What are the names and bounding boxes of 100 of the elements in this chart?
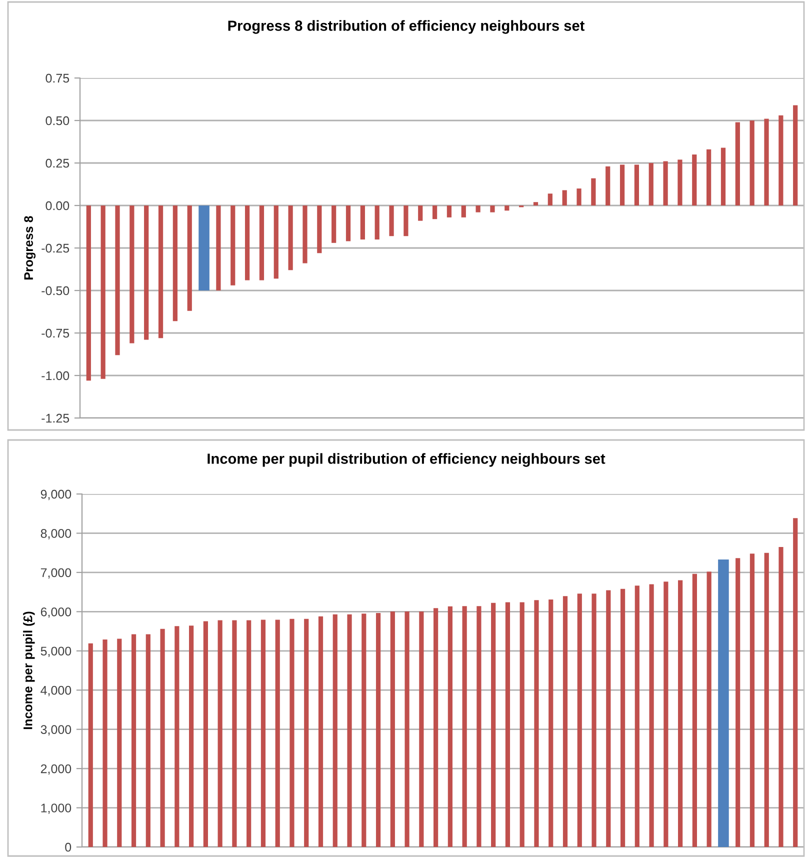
bar: [592, 594, 596, 847]
bar: [750, 554, 755, 847]
y-tick-label: 9,000: [40, 490, 72, 500]
bar: [533, 202, 538, 206]
bar: [735, 122, 740, 206]
bar: [434, 608, 438, 847]
bar: [347, 614, 352, 847]
bar: [187, 206, 192, 311]
y-tick-label: 2,000: [40, 764, 72, 775]
bar: [663, 161, 668, 206]
bar: [634, 586, 640, 847]
bar: [576, 188, 582, 206]
bar: [244, 206, 250, 280]
y-tick-label: 0.25: [46, 158, 70, 168]
bar: [446, 206, 452, 218]
bar: [750, 120, 754, 206]
bar: [86, 206, 91, 381]
y-tick-label: 3,000: [40, 725, 72, 736]
bar: [404, 611, 410, 847]
bar: [246, 620, 252, 847]
bar: [649, 584, 654, 847]
bar: [418, 206, 423, 221]
bar: [706, 149, 712, 206]
bar: [216, 206, 221, 290]
y-tick-label: 0: [65, 842, 72, 852]
y-tick-label: -0.50: [42, 286, 70, 296]
y-tick-label: 4,000: [40, 686, 72, 696]
bar: [232, 620, 237, 847]
chart-title: Income per pupil distribution of efficiency neighbours set: [208, 453, 606, 467]
y-axis-title: Income per pupil (£): [23, 612, 35, 730]
bar: [332, 614, 338, 847]
bar: [360, 206, 365, 240]
bar: [692, 154, 697, 206]
bar: [332, 206, 336, 243]
bar: [461, 206, 466, 218]
bar: [376, 613, 381, 847]
bar: [158, 206, 164, 338]
bar: [260, 620, 266, 847]
bar: [390, 611, 395, 847]
y-tick-label: 0.75: [46, 74, 70, 83]
bar: [130, 206, 134, 344]
bar: [160, 628, 165, 847]
bar: [778, 115, 784, 206]
bar: [404, 206, 408, 236]
bar: [304, 618, 309, 847]
bar: [720, 148, 726, 206]
bar: [692, 574, 697, 847]
bar: [389, 206, 394, 236]
bar: [100, 206, 106, 379]
bar: [131, 634, 136, 847]
bar: [448, 606, 452, 847]
bar: [288, 206, 293, 270]
bar: [678, 160, 682, 206]
bar: [548, 600, 554, 847]
bar: [432, 206, 438, 220]
bar: [117, 638, 122, 847]
y-tick-label: -0.25: [42, 244, 70, 253]
y-tick-label: 6,000: [40, 607, 72, 618]
bar: [88, 643, 93, 847]
bar: [793, 105, 798, 206]
bar: [290, 618, 294, 847]
bar: [218, 620, 222, 847]
bar: [146, 634, 150, 847]
bar: [144, 206, 149, 340]
bar: [476, 606, 482, 847]
y-tick-label: 7,000: [40, 568, 72, 579]
bar: [678, 580, 683, 847]
bar: [664, 582, 668, 847]
bar: [490, 206, 495, 212]
bar: [115, 206, 120, 356]
bar: [275, 620, 280, 847]
bar: [374, 206, 380, 240]
bar: [346, 206, 351, 242]
y-tick-label: -1.00: [42, 371, 70, 380]
bar: [230, 206, 236, 286]
bar: [764, 118, 769, 206]
bar: [172, 206, 178, 322]
bar: [419, 611, 424, 847]
bar: [317, 206, 322, 254]
bar: [274, 206, 278, 279]
bar: [591, 178, 596, 206]
bar: [764, 552, 769, 847]
y-tick-label: 5,000: [40, 646, 72, 658]
bar: [606, 590, 611, 847]
bar: [362, 614, 366, 847]
chart-title: Progress 8 distribution of efficiency neighbours set: [228, 20, 585, 34]
bar: [606, 166, 610, 206]
y-tick-label: 8,000: [40, 529, 72, 540]
bar: [318, 616, 324, 847]
bar: [736, 558, 740, 847]
y-tick-label: -0.75: [42, 328, 70, 338]
bar: [189, 626, 194, 847]
y-tick-label: -1.25: [42, 414, 70, 423]
bar: [562, 596, 568, 847]
bar: [620, 164, 625, 206]
bar: [174, 626, 180, 847]
bar: [562, 190, 567, 206]
y-tick-label: 1,000: [41, 804, 72, 814]
bar: [793, 518, 798, 847]
bar: [577, 594, 582, 847]
